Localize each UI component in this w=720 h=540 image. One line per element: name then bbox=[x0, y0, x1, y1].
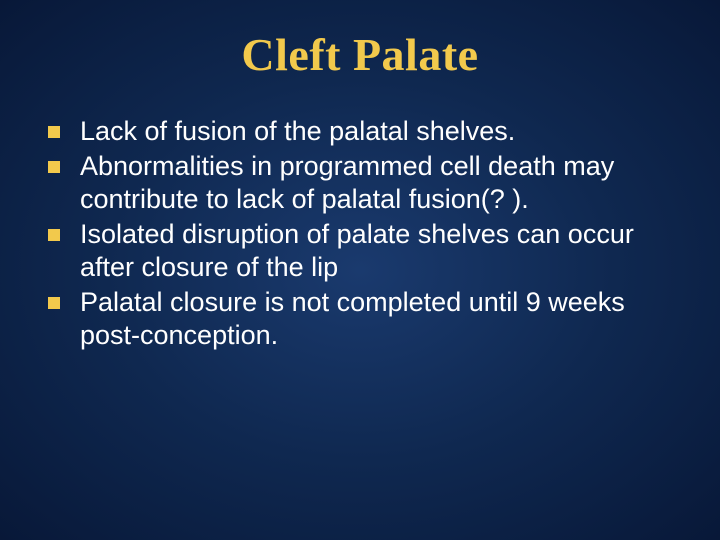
bullet-text: Lack of fusion of the palatal shelves. bbox=[80, 116, 515, 146]
list-item: Isolated disruption of palate shelves ca… bbox=[44, 218, 680, 284]
bullet-text: Abnormalities in programmed cell death m… bbox=[80, 151, 614, 214]
bullet-text: Isolated disruption of palate shelves ca… bbox=[80, 219, 634, 282]
square-bullet-icon bbox=[48, 161, 60, 173]
list-item: Palatal closure is not completed until 9… bbox=[44, 286, 680, 352]
list-item: Abnormalities in programmed cell death m… bbox=[44, 150, 680, 216]
bullet-text: Palatal closure is not completed until 9… bbox=[80, 287, 625, 350]
square-bullet-icon bbox=[48, 126, 60, 138]
slide-container: Cleft Palate Lack of fusion of the palat… bbox=[0, 0, 720, 540]
square-bullet-icon bbox=[48, 229, 60, 241]
square-bullet-icon bbox=[48, 297, 60, 309]
list-item: Lack of fusion of the palatal shelves. bbox=[44, 115, 680, 148]
slide-title: Cleft Palate bbox=[40, 28, 680, 81]
bullet-list: Lack of fusion of the palatal shelves. A… bbox=[40, 115, 680, 352]
